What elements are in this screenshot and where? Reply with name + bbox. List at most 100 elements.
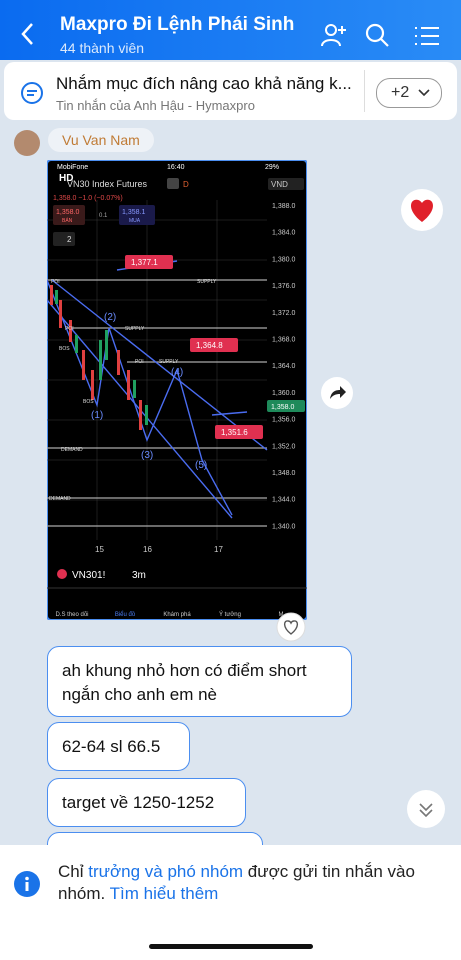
chart-text: DEMAND	[49, 496, 71, 502]
chart-text: 15	[95, 545, 104, 554]
avatar[interactable]	[14, 130, 40, 156]
candles	[50, 285, 142, 430]
pinned-message[interactable]: Nhắm mục đích nâng cao khả năng k... Tin…	[4, 62, 457, 120]
chart-text: Khám phá	[163, 612, 191, 618]
chart-text: 2	[67, 235, 72, 244]
label-box	[268, 178, 304, 190]
pinned-text: Nhắm mục đích nâng cao khả năng k...	[56, 74, 352, 93]
chart-text: 1,380.0	[272, 256, 295, 263]
chart-text: 1,368.0	[272, 337, 295, 344]
more-pinned[interactable]: +2	[376, 78, 442, 108]
more-count: +2	[391, 84, 410, 101]
divider	[364, 70, 365, 112]
chart-text: 17	[214, 545, 223, 554]
chart-text: POI	[135, 359, 144, 365]
chevron	[418, 89, 430, 97]
home-indicator	[149, 944, 313, 949]
chart-text: 0.1	[99, 213, 108, 219]
member-count: 44 thành viên	[60, 40, 145, 56]
chart-text: VND	[271, 180, 288, 189]
add-member[interactable]	[320, 22, 348, 48]
chart-text: BOS	[59, 346, 70, 352]
chart-text: 1,364.8	[196, 341, 223, 350]
chart-text: SUPPLY	[125, 326, 145, 332]
chart-text: VN30 Index Futures	[67, 179, 148, 189]
label-box	[167, 178, 179, 189]
notice-part: được gửi tin nhắn vào nhóm.	[58, 862, 415, 903]
message: 62-64 sl 66.5	[47, 722, 190, 771]
search[interactable]	[364, 22, 390, 48]
chart-text: 1,344.0	[272, 497, 295, 504]
chart-text: 1,384.0	[272, 230, 295, 237]
label-box	[190, 338, 238, 352]
chart-text: D	[183, 180, 189, 189]
zone-lines	[47, 279, 267, 527]
chart-text: 1,388.0	[272, 203, 295, 210]
menu[interactable]	[414, 26, 440, 46]
label-box	[53, 232, 75, 246]
notice-panel: Chỉ trưởng và phó nhóm được gửi tin nhắn…	[0, 845, 461, 960]
chart-text: Biểu đồ	[115, 611, 136, 618]
chart-text: BOS	[83, 399, 94, 405]
pin-icon	[21, 82, 43, 104]
image-bg	[47, 160, 307, 620]
chart-text: (4)	[171, 367, 183, 378]
chart-text: 1,358.0 −1.0 (−0.07%)	[53, 195, 123, 202]
chart-text: 1,356.0	[272, 417, 295, 424]
learn-more[interactable]: Tìm hiểu thêm	[109, 884, 219, 903]
chart-text: 16:40	[167, 164, 185, 171]
ticker-icon	[57, 569, 67, 579]
chart-text: 1,340.0	[272, 523, 295, 530]
chart-text: (1)	[91, 410, 103, 421]
group-title: Maxpro Đi Lệnh Phái Sinh	[60, 14, 295, 35]
chart-text: 16	[143, 545, 152, 554]
candles-up	[55, 290, 148, 425]
notice-text: Chỉ trưởng và phó nhóm được gửi tin nhắn…	[58, 861, 448, 905]
chart-text: Ý tưởng	[219, 611, 241, 618]
chart-text: 1,377.1	[131, 258, 158, 267]
label-box	[215, 425, 263, 439]
chart-text: (5)	[195, 460, 207, 471]
chart-text: 1,352.0	[272, 443, 295, 450]
info-icon	[14, 871, 40, 897]
chart-text: BÁN	[62, 217, 73, 224]
header: Maxpro Đi Lệnh Phái Sinh 44 thành viên	[0, 0, 461, 60]
label-box	[267, 400, 305, 412]
label-box	[53, 205, 85, 225]
label-box	[119, 205, 155, 225]
chart-text: 29%	[265, 164, 279, 171]
chart-text: 1,372.0	[272, 310, 295, 317]
label-box	[125, 255, 173, 269]
chart-text: 1,358.0	[56, 209, 79, 216]
chart-text: 1,351.6	[221, 428, 248, 437]
message: target về 1250-1252	[47, 778, 246, 827]
chart-text: DEMAND	[61, 447, 83, 453]
share-button[interactable]	[320, 376, 354, 410]
chart-text: VN301!	[72, 570, 105, 581]
notice-link[interactable]: trưởng và phó nhóm	[88, 862, 244, 881]
notice-part: Chỉ	[58, 862, 89, 881]
chart-text: SUPPLY	[159, 359, 179, 365]
sender-name: Vu Van Nam	[48, 128, 154, 152]
back-button[interactable]	[20, 22, 36, 46]
chart-text: HD	[59, 173, 73, 184]
scroll-down[interactable]	[406, 789, 446, 829]
chart-text: POI	[51, 279, 60, 285]
chart-text: 1,376.0	[272, 283, 295, 290]
chart-text: MobiFone	[57, 164, 88, 171]
chart-text: 1,358.0	[271, 404, 294, 411]
message: ah khung nhỏ hơn có điểm short ngắn cho …	[47, 646, 352, 717]
chart-text: D.S theo dõi	[55, 612, 88, 618]
chart-text: POI	[65, 326, 74, 332]
chart-text: SUPPLY	[197, 279, 217, 285]
chart-text: (3)	[141, 450, 153, 461]
chart-text: (2)	[104, 312, 116, 323]
chart-text: 1,358.1	[122, 209, 145, 216]
chart-text: 1,364.0	[272, 363, 295, 370]
chart-text: M	[279, 612, 284, 618]
like-button[interactable]	[276, 612, 306, 642]
heart-reaction[interactable]	[400, 188, 444, 232]
chart-text: 1,348.0	[272, 470, 295, 477]
